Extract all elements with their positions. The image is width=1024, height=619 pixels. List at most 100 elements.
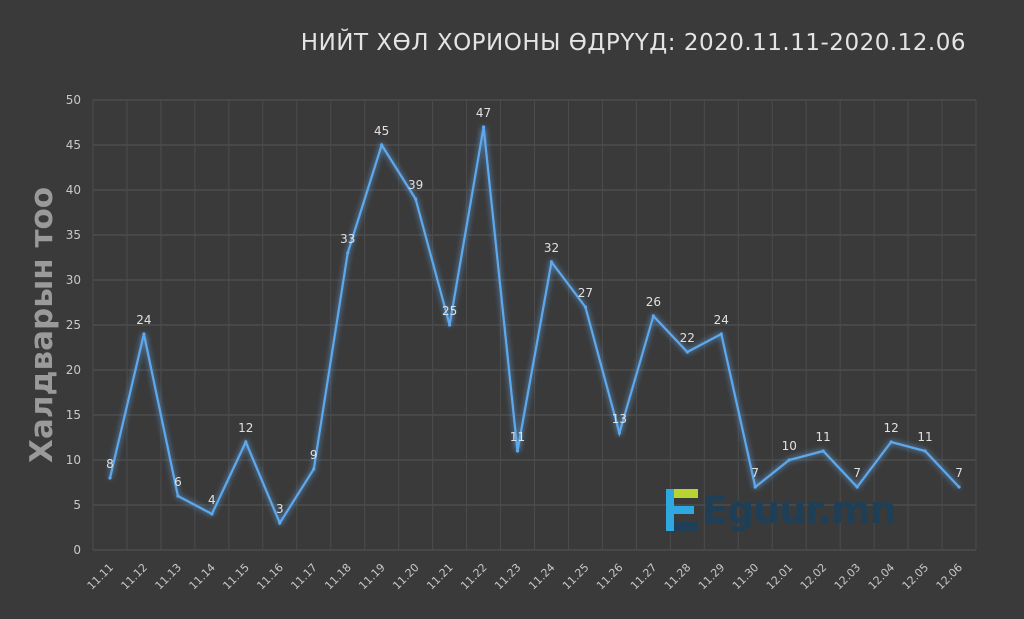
data-point — [312, 467, 316, 471]
data-point — [244, 440, 248, 444]
x-tick-label: 11.30 — [730, 561, 761, 592]
data-label: 12 — [883, 421, 898, 435]
x-tick-label: 11.13 — [153, 561, 184, 592]
data-point — [549, 260, 554, 264]
data-point — [481, 125, 486, 129]
data-point — [515, 449, 520, 453]
y-tick-label: 20 — [66, 363, 81, 377]
data-point — [923, 449, 927, 453]
data-point — [651, 314, 655, 318]
x-tick-label: 11.24 — [526, 561, 557, 592]
y-tick-label: 30 — [66, 273, 81, 287]
x-tick-label: 11.17 — [288, 561, 319, 592]
data-labels: 8246412393345392547113227132622247101171… — [106, 106, 963, 516]
y-tick-label: 0 — [73, 543, 81, 557]
series-line — [108, 126, 960, 526]
data-point — [753, 485, 757, 489]
y-tick-label: 25 — [66, 318, 81, 332]
x-tick-label: 11.14 — [187, 561, 218, 592]
x-tick-label: 11.25 — [560, 561, 591, 592]
data-point — [414, 197, 418, 201]
data-label: 10 — [782, 439, 797, 453]
y-tick-label: 5 — [73, 498, 81, 512]
x-tick-label: 12.03 — [832, 561, 863, 592]
y-tick-label: 40 — [66, 183, 81, 197]
data-label: 12 — [238, 421, 253, 435]
data-label: 13 — [612, 412, 627, 426]
data-label: 33 — [340, 232, 355, 246]
x-tick-label: 12.04 — [866, 561, 897, 592]
x-tick-label: 11.19 — [356, 561, 387, 592]
data-point — [617, 431, 622, 435]
x-tick-label: 11.23 — [492, 561, 523, 592]
data-point — [889, 440, 893, 444]
data-point — [380, 143, 384, 147]
x-tick-label: 11.26 — [594, 561, 625, 592]
data-label: 7 — [955, 466, 963, 480]
data-point — [108, 476, 112, 480]
x-tick-label: 12.06 — [934, 561, 965, 592]
data-label: 45 — [374, 124, 389, 138]
data-point — [346, 251, 350, 255]
data-point — [787, 458, 791, 462]
data-label: 27 — [578, 286, 593, 300]
x-tick-label: 11.28 — [662, 561, 693, 592]
data-point — [447, 323, 452, 327]
data-label: 26 — [646, 295, 661, 309]
eguur-logo: Eguur.mn — [666, 487, 897, 533]
data-label: 4 — [208, 493, 216, 507]
data-label: 24 — [136, 313, 151, 327]
y-tick-label: 50 — [66, 93, 81, 107]
data-label: 11 — [510, 430, 525, 444]
data-label: 6 — [174, 475, 182, 489]
data-label: 9 — [310, 448, 318, 462]
y-axis-ticks: 0 5 10 15 20 25 30 35 40 45 50 — [66, 93, 81, 557]
data-points — [108, 125, 961, 525]
x-tick-label: 11.22 — [458, 561, 489, 592]
data-point — [957, 485, 961, 489]
data-point — [142, 332, 146, 336]
data-point — [210, 512, 214, 516]
data-label: 24 — [714, 313, 729, 327]
data-point — [583, 305, 588, 309]
x-tick-label: 11.20 — [390, 561, 421, 592]
x-tick-label: 11.18 — [322, 561, 353, 592]
x-tick-label: 11.16 — [254, 561, 285, 592]
y-tick-label: 45 — [66, 138, 81, 152]
data-point — [685, 350, 689, 354]
x-tick-label: 11.27 — [628, 561, 659, 592]
gridlines — [92, 99, 977, 551]
data-label: 7 — [853, 466, 861, 480]
x-tick-label: 11.11 — [85, 561, 116, 592]
x-tick-label: 11.21 — [424, 561, 455, 592]
data-label: 22 — [680, 331, 695, 345]
data-label: 7 — [751, 466, 759, 480]
data-label: 32 — [544, 241, 559, 255]
data-point — [278, 521, 282, 525]
data-point — [719, 332, 723, 336]
data-point — [821, 449, 825, 453]
logo-mark-icon — [666, 489, 700, 531]
x-tick-label: 11.29 — [696, 561, 727, 592]
data-point — [176, 494, 180, 498]
logo-text: Eguur.mn — [702, 488, 897, 532]
data-label: 47 — [476, 106, 491, 120]
data-point — [855, 485, 859, 489]
x-tick-label: 11.12 — [119, 561, 150, 592]
data-label: 39 — [408, 178, 423, 192]
x-tick-label: 11.15 — [220, 561, 251, 592]
data-label: 25 — [442, 304, 457, 318]
chart-title: НИЙТ ХӨЛ ХОРИОНЫ ӨДРҮҮД: 2020.11.11-2020… — [300, 30, 966, 56]
data-label: 3 — [276, 502, 284, 516]
x-tick-label: 12.02 — [798, 561, 829, 592]
y-tick-label: 15 — [66, 408, 81, 422]
y-tick-label: 10 — [66, 453, 81, 467]
x-tick-label: 12.05 — [900, 561, 931, 592]
data-label: 8 — [106, 457, 114, 471]
y-tick-label: 35 — [66, 228, 81, 242]
x-axis-ticks: 11.11 11.12 11.13 11.14 11.15 11.16 11.17 11.18… — [85, 561, 966, 592]
data-label: 11 — [917, 430, 932, 444]
x-tick-label: 12.01 — [764, 561, 795, 592]
data-label: 11 — [816, 430, 831, 444]
